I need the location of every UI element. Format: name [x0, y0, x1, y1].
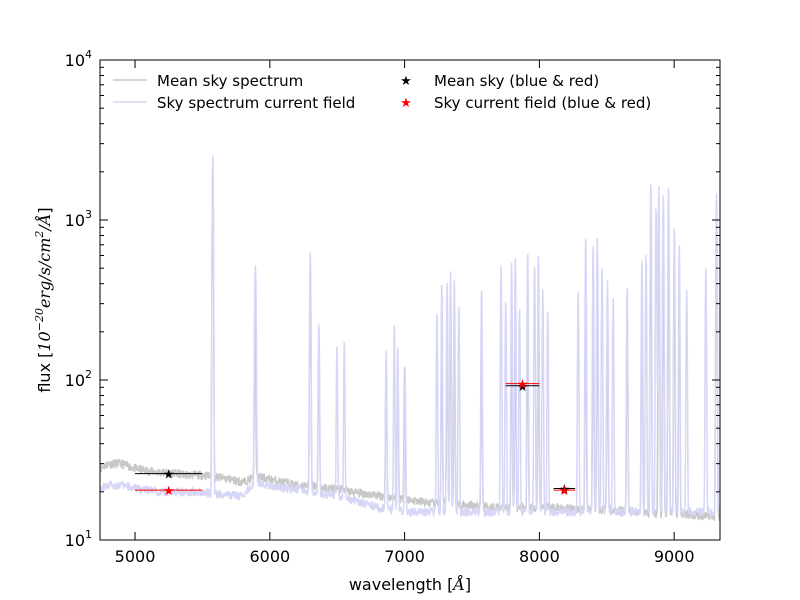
- legend-label-current-field-bands: Sky current field (blue & red): [434, 94, 651, 112]
- star-marker-1-1: ★: [517, 378, 529, 393]
- y-axis-label-units: erg/s/cm: [35, 238, 54, 308]
- y-axis-label-exp: −20: [33, 308, 46, 331]
- x-tick-label: 7000: [384, 547, 425, 566]
- legend-label-sky-current-field: Sky spectrum current field: [157, 94, 355, 112]
- y-tick-label: 104: [65, 48, 92, 70]
- marker-group: ★★★★★★: [135, 378, 576, 499]
- y-axis-label: flux [10−20erg/s/cm2/Å]: [33, 207, 54, 392]
- y-tick-label: 101: [65, 528, 92, 550]
- y-axis-label-prefix: flux [: [35, 352, 54, 393]
- y-axis-ticks: 101 102 103 104: [65, 48, 720, 550]
- legend-label-mean-sky-bands: Mean sky (blue & red): [434, 72, 599, 90]
- star-marker-1-2: ★: [558, 484, 570, 499]
- x-tick-label: 9000: [654, 547, 695, 566]
- y-tick-label: 103: [65, 208, 92, 230]
- star-marker-0-1: ★: [517, 380, 529, 395]
- x-tick-label: 5000: [115, 547, 156, 566]
- y-axis-label-units-exp: 2: [33, 231, 46, 239]
- legend-marker-current-field-bands: ★: [400, 96, 412, 111]
- x-axis-label-prefix: wavelength [: [349, 575, 454, 594]
- axes-frame: [99, 59, 721, 541]
- y-axis-label-suffix: ]: [35, 207, 54, 213]
- y-axis-label-tail: /Å: [34, 214, 54, 233]
- x-axis-ticks: 5000 6000 7000 8000 9000: [115, 60, 695, 566]
- star-marker-0-0: ★: [163, 468, 175, 483]
- x-tick-label: 6000: [249, 547, 290, 566]
- series-line-1: [100, 155, 720, 517]
- spectrum-lines-group: [100, 155, 720, 522]
- star-marker-1-0: ★: [163, 484, 175, 499]
- legend-marker-mean-sky-bands: ★: [400, 74, 412, 89]
- x-axis-label-suffix: ]: [465, 575, 471, 594]
- legend: Mean sky spectrum Sky spectrum current f…: [113, 72, 651, 112]
- y-tick-label: 102: [65, 368, 92, 390]
- x-axis-label-unit: Å: [451, 574, 465, 594]
- x-axis-label: wavelength [Å]: [349, 574, 471, 594]
- x-tick-label: 8000: [519, 547, 560, 566]
- y-axis-label-math: 10: [35, 331, 54, 351]
- legend-label-mean-sky-spectrum: Mean sky spectrum: [157, 72, 303, 90]
